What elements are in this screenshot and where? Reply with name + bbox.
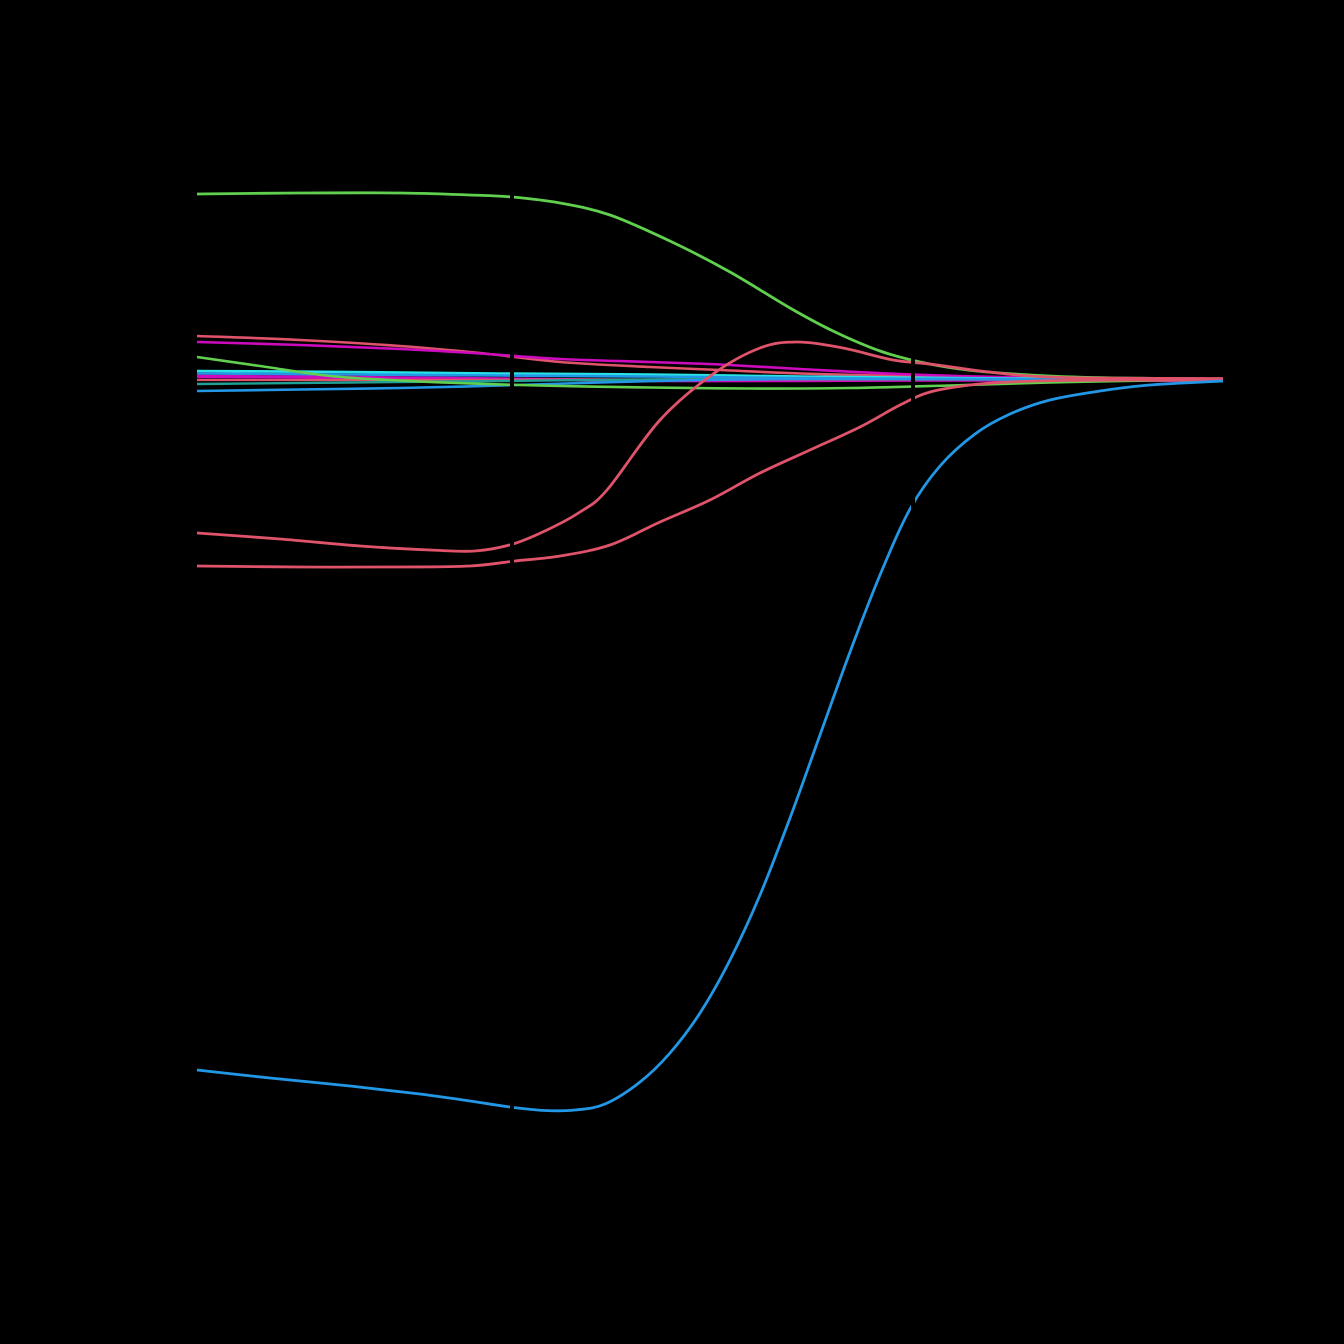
curve-blue-lower-flat bbox=[196, 377, 1224, 393]
curve-crimson-lower bbox=[196, 378, 1224, 569]
curve-crimson-overshoot bbox=[196, 340, 1224, 553]
curves-layer bbox=[196, 191, 1224, 1113]
curve-blue-deep-sigmoid bbox=[196, 379, 1224, 1113]
marker-lines-layer bbox=[510, 0, 915, 1344]
knot-marker-line bbox=[510, 0, 514, 1344]
knot-marker-line bbox=[911, 0, 915, 1344]
curve-green-dip bbox=[196, 355, 1224, 390]
